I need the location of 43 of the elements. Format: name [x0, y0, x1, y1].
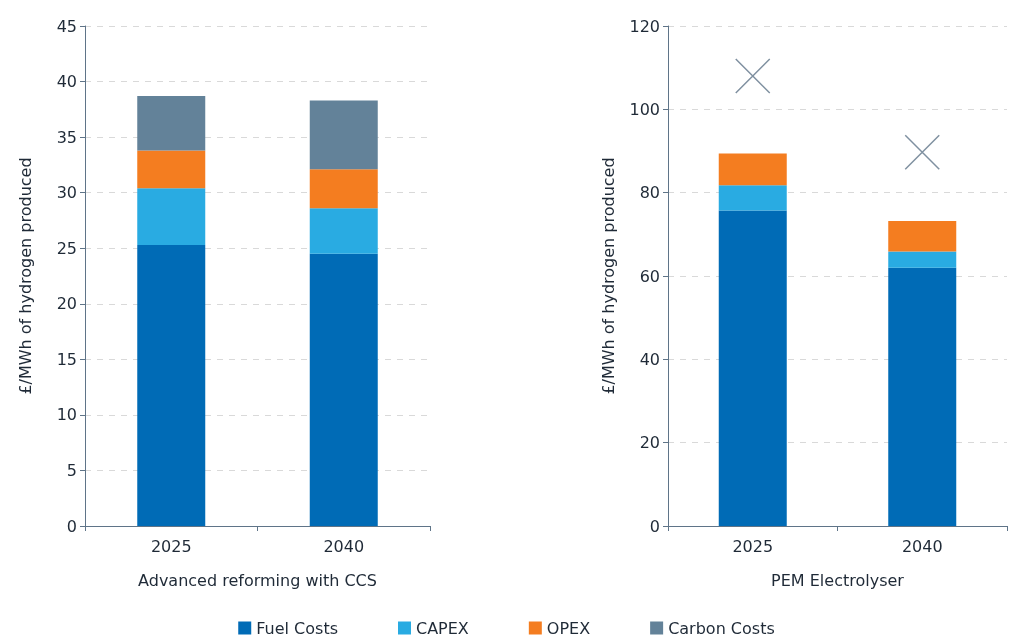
- y-tick-label: 40: [639, 349, 660, 369]
- y-tick-label: 120: [629, 16, 660, 36]
- y-axis-title: £/MWh of hydrogen produced: [598, 157, 618, 395]
- y-tick-label: 45: [56, 16, 77, 36]
- y-tick-label: 40: [56, 72, 77, 92]
- y-tick-label: 35: [56, 127, 77, 147]
- bar: [137, 188, 206, 245]
- bar: [137, 150, 206, 189]
- x-tick-label: 2025: [150, 536, 192, 556]
- bar: [718, 153, 787, 186]
- y-tick-label: 15: [56, 349, 77, 369]
- bar: [309, 253, 378, 526]
- y-axis-title: £/MWh of hydrogen produced: [15, 157, 35, 395]
- bar: [888, 267, 957, 526]
- bar: [309, 169, 378, 209]
- x-tick-label: 2040: [901, 536, 943, 556]
- y-tick-label: 0: [649, 516, 660, 536]
- y-tick-label: 60: [639, 266, 660, 286]
- bar: [718, 210, 787, 526]
- y-tick-label: 30: [56, 183, 77, 203]
- bar: [718, 185, 787, 211]
- y-tick-label: 10: [56, 405, 77, 425]
- bar: [888, 221, 957, 252]
- y-tick-label: 20: [56, 294, 77, 314]
- bar: [309, 100, 378, 170]
- legend-label: CAPEX: [415, 618, 469, 638]
- x-axis-title: Advanced reforming with CCS: [138, 570, 377, 590]
- bar: [137, 244, 206, 526]
- y-tick-label: 80: [639, 183, 660, 203]
- y-tick-label: 100: [629, 99, 660, 119]
- bar: [888, 251, 957, 268]
- x-axis-title: PEM Electrolyser: [771, 570, 905, 590]
- y-tick-label: 5: [66, 460, 77, 480]
- y-tick-label: 0: [66, 516, 77, 536]
- bar: [137, 96, 206, 151]
- y-tick-label: 20: [639, 433, 660, 453]
- x-tick-label: 2025: [732, 536, 774, 556]
- bar: [309, 208, 378, 254]
- y-tick-label: 25: [56, 238, 77, 258]
- legend-label: OPEX: [546, 618, 591, 638]
- legend-label: Carbon Costs: [668, 618, 775, 638]
- x-tick-label: 2040: [323, 536, 365, 556]
- legend-label: Fuel Costs: [256, 618, 338, 638]
